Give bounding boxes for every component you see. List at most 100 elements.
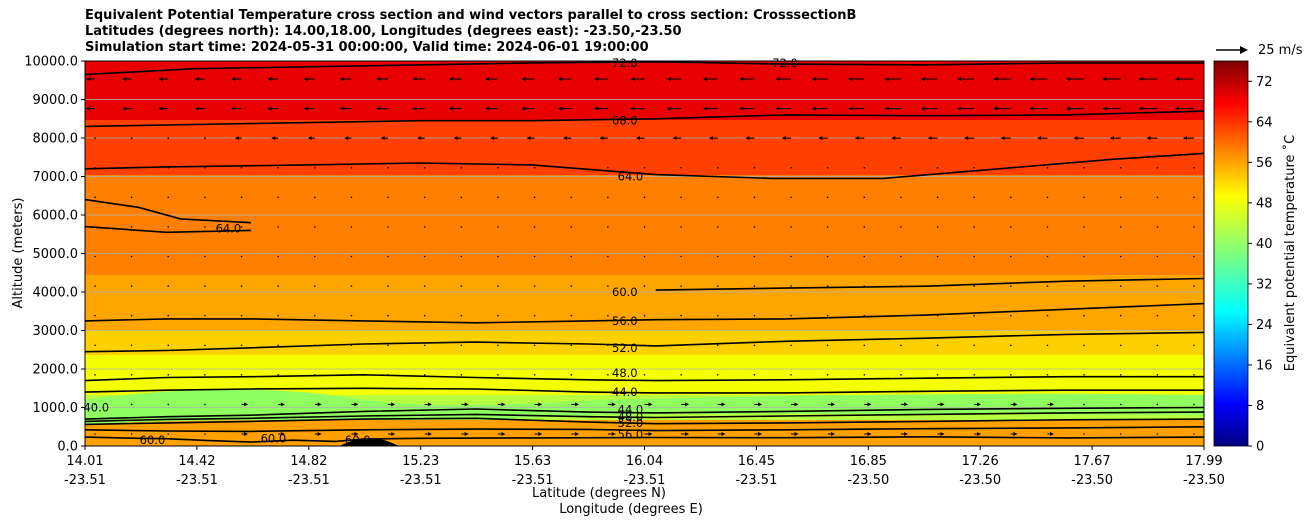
wind-vector	[1156, 166, 1159, 169]
wind-vector	[130, 314, 133, 317]
wind-vector	[350, 255, 353, 258]
wind-vector	[167, 196, 170, 199]
wind-vector	[204, 166, 206, 169]
wind-vector	[130, 196, 133, 199]
wind-vector	[1193, 374, 1195, 376]
wind-vector-head	[231, 106, 236, 111]
wind-vector-head	[977, 402, 981, 407]
wind-vector	[643, 166, 646, 169]
wind-vector	[1046, 255, 1049, 258]
wind-vector	[716, 255, 719, 258]
wind-vector-head	[344, 136, 349, 141]
x-tick-label-lon: -23.50	[1183, 473, 1225, 488]
wind-vector	[716, 166, 719, 169]
wind-vector-head	[391, 432, 396, 436]
wind-vector	[533, 374, 536, 376]
wind-vector-head	[781, 136, 786, 141]
x-axis-label-lat: Latitude (degrees N)	[532, 486, 666, 501]
wind-vector	[204, 285, 206, 287]
wind-vector	[1010, 196, 1012, 199]
wind-vector	[1193, 314, 1195, 317]
wind-vector	[167, 255, 170, 258]
wind-vector	[204, 433, 206, 435]
wind-vector-head	[672, 136, 677, 141]
wind-vector	[277, 285, 279, 287]
wind-vector	[900, 374, 902, 376]
band-red-orange	[85, 120, 1204, 175]
wind-vector	[1083, 166, 1085, 169]
wind-vector	[1010, 285, 1012, 287]
wind-vector	[607, 374, 609, 376]
x-tick-label-lon: -23.50	[959, 473, 1001, 488]
wind-vector	[716, 344, 719, 347]
wind-vector-head	[1029, 77, 1034, 81]
contour-line	[85, 417, 1204, 426]
x-axis-ticks: 14.01 -23.51 14.42 -23.51 14.82 -23.51 15.23 -2…	[64, 446, 1225, 488]
wind-vector	[240, 285, 243, 287]
wind-vector	[1010, 255, 1012, 258]
wind-vector	[460, 314, 463, 317]
wind-vector	[973, 255, 975, 258]
wind-vector-head	[758, 432, 762, 436]
wind-vector	[1010, 314, 1012, 317]
x-tick-label-lon: -23.51	[735, 473, 777, 488]
x-tick-label-lon: -23.51	[400, 473, 442, 488]
contour-lines	[85, 61, 1204, 443]
wind-vector	[387, 314, 389, 317]
wind-vector-head	[904, 432, 908, 436]
reference-arrow-icon	[1216, 46, 1248, 54]
wind-vector	[790, 374, 792, 376]
wind-vector-head	[1138, 77, 1143, 81]
wind-vector-head	[303, 77, 308, 81]
wind-vector	[1119, 403, 1122, 406]
title-line-3: Simulation start time: 2024-05-31 00:00:…	[85, 40, 649, 55]
wind-vector	[204, 137, 206, 139]
wind-vector-head	[993, 77, 998, 81]
wind-vector	[1010, 226, 1012, 228]
wind-vector	[716, 196, 719, 199]
wind-vector	[167, 285, 170, 287]
wind-vector-head	[501, 432, 506, 436]
y-tick-label: 10000.0	[24, 55, 78, 70]
wind-vector	[94, 433, 96, 435]
colorbar-tick-label: 56	[1256, 156, 1273, 171]
y-tick-label: 5000.0	[33, 247, 79, 262]
wind-vector	[167, 226, 170, 228]
wind-vector	[753, 255, 756, 258]
x-tick-label-lat: 16.85	[850, 454, 887, 469]
colorbar-tick-label: 64	[1256, 115, 1273, 130]
wind-vector-head	[739, 106, 744, 111]
contour-label: 72.0	[772, 56, 798, 70]
wind-vector	[387, 285, 389, 287]
wind-vector	[130, 374, 133, 376]
band-orange	[85, 275, 1204, 330]
wind-vector-head	[267, 77, 272, 81]
x-tick-label-lat: 16.04	[626, 454, 663, 469]
wind-vector	[863, 166, 866, 169]
wind-vector	[570, 255, 573, 258]
wind-vector	[1083, 344, 1085, 347]
wind-vector	[680, 374, 682, 376]
x-tick-label-lat: 15.23	[402, 454, 439, 469]
wind-vector	[497, 344, 499, 347]
wind-vector	[167, 374, 170, 376]
wind-vector	[204, 403, 206, 406]
wind-vector-head	[708, 136, 713, 141]
wind-vector	[130, 255, 133, 258]
wind-vector-head	[158, 106, 163, 111]
wind-vector-head	[521, 77, 526, 81]
wind-vector-head	[1050, 432, 1054, 436]
wind-vector-head	[271, 136, 276, 141]
wind-vector	[1046, 285, 1049, 287]
wind-vector	[277, 314, 279, 317]
y-tick-label: 7000.0	[33, 170, 79, 185]
wind-vector-head	[557, 77, 562, 81]
wind-vector	[1119, 344, 1122, 347]
wind-vector-head	[594, 106, 599, 111]
wind-vector-head	[1183, 136, 1187, 141]
wind-vector	[826, 314, 829, 317]
wind-vector	[94, 344, 96, 347]
wind-vector	[533, 285, 536, 287]
wind-vector	[1193, 196, 1195, 199]
wind-vector	[167, 314, 170, 317]
